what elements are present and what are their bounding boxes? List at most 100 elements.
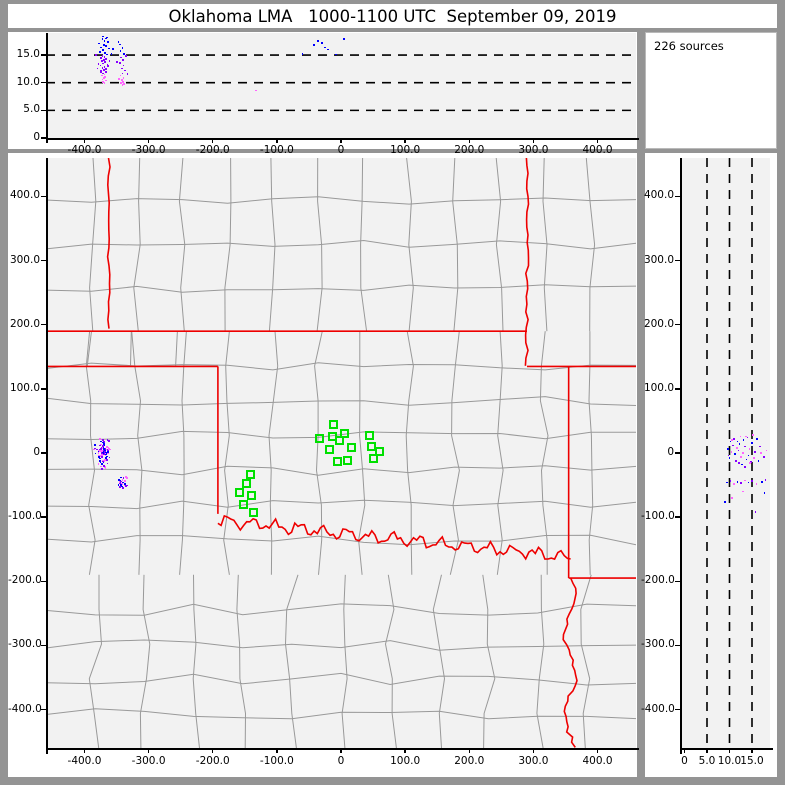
x-tick — [340, 138, 342, 143]
lightning-source-point — [118, 481, 121, 484]
x-tick — [404, 138, 406, 143]
lightning-source-point — [93, 443, 96, 446]
lightning-source-point — [117, 483, 120, 486]
lightning-source-point — [106, 462, 109, 465]
y-tick — [675, 323, 681, 326]
time-height-plot-area[interactable] — [46, 33, 636, 138]
y-tick — [41, 516, 47, 518]
plan-view-map-plot-area[interactable] — [46, 158, 636, 748]
lightning-source-point — [119, 49, 122, 52]
lightning-source-point — [106, 451, 109, 453]
lightning-source-point — [736, 481, 739, 483]
lightning-source-point — [106, 63, 109, 66]
lma-station-marker — [246, 490, 256, 500]
lightning-source-point — [730, 450, 733, 453]
lightning-source-point — [97, 455, 100, 457]
lightning-source-point — [95, 54, 97, 56]
lightning-source-point — [724, 500, 726, 503]
lightning-source-point — [731, 439, 734, 442]
y-tick — [675, 259, 681, 262]
lma-station-marker — [241, 479, 251, 489]
lightning-source-point — [104, 68, 107, 70]
lightning-source-point — [105, 37, 108, 40]
y-tick — [41, 137, 47, 139]
lightning-source-point — [738, 462, 740, 465]
y-tick-label: 400.0 — [643, 189, 674, 202]
y-tick-label: 300.0 — [9, 253, 40, 266]
lightning-source-point — [121, 84, 124, 86]
lightning-source-point — [750, 461, 752, 463]
plan-view-map-panel: -400.0 -300.0 -200.0 -100.0 0 100.0 200.0 300.0… — [8, 153, 639, 777]
y-tick-label: 200.0 — [9, 317, 40, 330]
lightning-source-point — [105, 58, 108, 60]
lma-station-marker — [248, 507, 258, 517]
altitude-panel-x-axis — [680, 748, 773, 750]
lightning-source-point — [99, 460, 102, 463]
lightning-source-point — [103, 459, 105, 462]
lightning-source-point — [301, 53, 304, 55]
x-tick — [83, 138, 86, 143]
lightning-source-point — [744, 466, 746, 468]
lightning-source-point — [108, 59, 111, 62]
lightning-source-point — [122, 64, 125, 67]
x-tick — [751, 748, 753, 753]
lightning-source-point — [104, 452, 107, 454]
lightning-source-point — [104, 465, 106, 468]
x-tick — [596, 138, 599, 143]
lightning-source-point — [123, 83, 126, 85]
window-titlebar: Oklahoma LMA 1000-1100 UTC September 09,… — [8, 4, 777, 28]
y-tick-label: 300.0 — [643, 253, 674, 266]
lightning-source-point — [108, 47, 110, 50]
y-tick — [41, 195, 47, 198]
lightning-source-point — [126, 476, 128, 479]
lightning-source-point — [727, 454, 730, 457]
lightning-source-point — [728, 457, 731, 460]
lightning-source-point — [102, 49, 104, 52]
lightning-source-point — [99, 457, 101, 460]
lightning-source-point — [102, 76, 105, 79]
lightning-source-point — [104, 61, 106, 64]
lightning-source-point — [102, 35, 104, 38]
y-tick — [675, 708, 681, 711]
altitude-vs-north-plot-area[interactable] — [680, 158, 770, 748]
lightning-source-point — [100, 57, 103, 59]
lma-station-marker — [332, 457, 342, 467]
y-tick — [41, 644, 47, 647]
lightning-source-point — [104, 52, 106, 54]
lightning-source-point — [748, 448, 751, 451]
lma-station-marker — [246, 469, 256, 479]
lightning-source-point — [124, 69, 126, 72]
lightning-source-point — [102, 59, 105, 61]
lightning-source-point — [121, 481, 124, 484]
lightning-source-point — [742, 490, 744, 493]
lightning-source-point — [103, 65, 106, 68]
lightning-source-point — [98, 438, 101, 441]
lightning-source-point — [118, 479, 120, 481]
lma-station-marker — [374, 447, 384, 457]
lightning-source-point — [99, 50, 101, 53]
y-tick — [675, 644, 681, 647]
lightning-source-point — [101, 468, 103, 470]
y-tick-label: -300.0 — [8, 638, 42, 651]
lma-station-marker — [315, 434, 325, 444]
x-tick-label: 0 — [681, 755, 688, 767]
y-tick-label: 200.0 — [643, 317, 674, 330]
lightning-source-point — [755, 482, 758, 485]
lightning-source-point — [729, 480, 732, 483]
lightning-source-point — [747, 454, 750, 457]
x-tick — [706, 748, 708, 753]
lightning-source-point — [102, 447, 105, 450]
lightning-source-point — [102, 438, 104, 441]
lightning-source-point — [254, 89, 257, 92]
x-tick-label: 0 — [337, 755, 345, 767]
y-tick-label: 400.0 — [9, 189, 40, 202]
lightning-source-point — [96, 67, 99, 70]
lightning-source-point — [102, 445, 104, 447]
lightning-source-point — [102, 72, 104, 75]
lightning-source-point — [735, 447, 738, 449]
y-tick-label: 0 — [33, 446, 40, 458]
lightning-source-point — [100, 60, 103, 63]
lightning-source-point — [99, 450, 101, 453]
y-tick — [675, 195, 681, 198]
lightning-source-point — [119, 74, 122, 77]
